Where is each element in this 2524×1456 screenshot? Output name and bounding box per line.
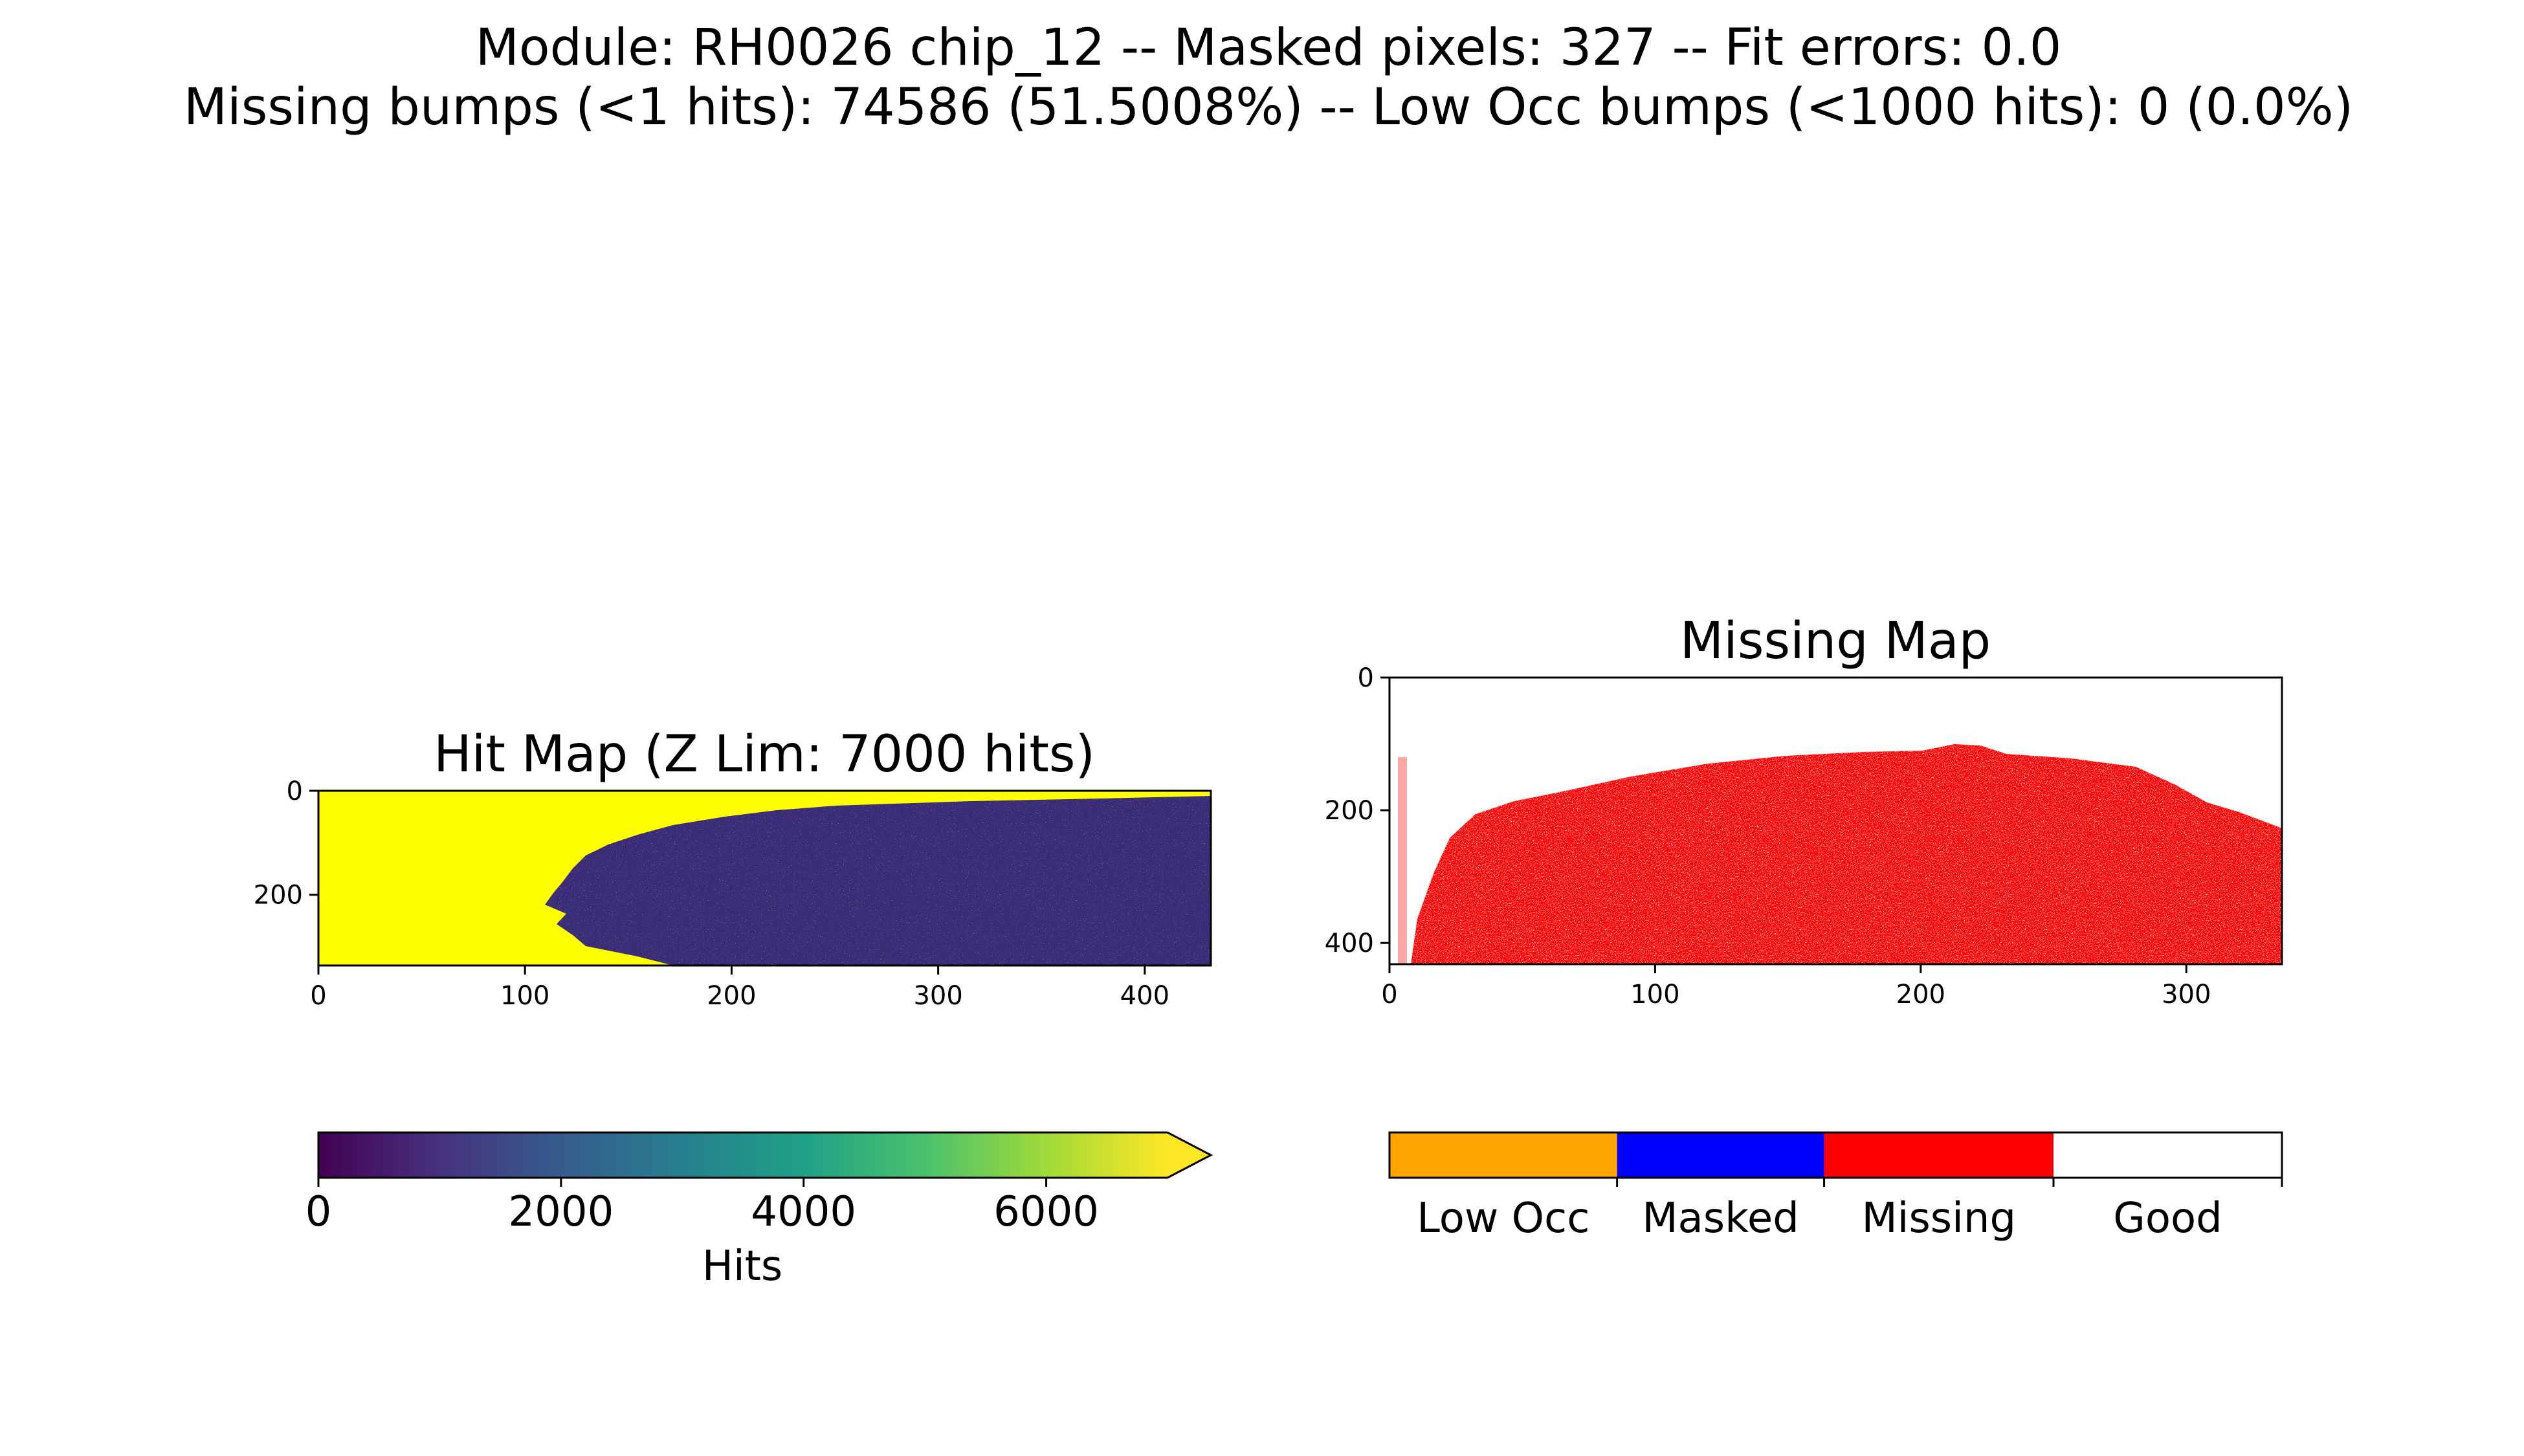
colorbar-tick-label: 6000	[993, 1188, 1099, 1236]
missingmap-y-axis: 0 200 400	[1325, 663, 1389, 958]
missingmap-xtick-label: 300	[2162, 980, 2211, 1009]
missingmap-title: Missing Map	[1680, 612, 1991, 670]
missingmap-colorbar: Low Occ Masked Missing Good	[1389, 1132, 2283, 1242]
colorbar-tick-label: 2000	[508, 1188, 614, 1236]
category-swatch	[2053, 1132, 2282, 1178]
hitmap-colorbar	[318, 1132, 1168, 1178]
missingmap-ytick-label: 400	[1325, 929, 1374, 958]
missingmap-colorbar-outline	[1388, 1131, 2283, 1179]
category-label: Good	[2113, 1195, 2222, 1242]
category-swatch	[1389, 1132, 1617, 1178]
hitmap-frame	[317, 789, 1212, 967]
category-swatch	[1617, 1132, 1824, 1178]
hitmap-xtick-label: 100	[500, 981, 549, 1011]
missingmap-x-axis: 0 100 200 300	[1381, 964, 2211, 1009]
colorbar-tick-label: 4000	[751, 1188, 856, 1236]
missingmap-image	[1389, 678, 2282, 964]
missingmap-xtick-label: 100	[1630, 980, 1679, 1009]
hitmap-colorbar-label: Hits	[702, 1242, 782, 1290]
category-label: Low Occ	[1417, 1195, 1589, 1242]
category-swatch	[1824, 1132, 2054, 1178]
missingmap-xtick-label: 200	[1896, 980, 1945, 1009]
hitmap-x-axis: 0 100 200 300 400	[310, 965, 1169, 1011]
hitmap-ytick-label: 0	[287, 777, 303, 806]
missingmap-ytick-label: 0	[1358, 663, 1374, 693]
hitmap-ytick-label: 200	[254, 881, 303, 910]
hitmap-xtick-label: 0	[310, 981, 326, 1011]
hitmap-xtick-label: 400	[1120, 981, 1169, 1011]
colorbar-tick-label: 0	[305, 1188, 332, 1236]
missingmap-good-speckle	[1411, 744, 2282, 964]
hitmap-y-axis: 0 200	[254, 777, 318, 910]
hitmap-noise	[545, 796, 1211, 965]
suptitle-line1: Module: RH0026 chip_12 -- Masked pixels:…	[476, 19, 2062, 77]
missingmap-left-strip	[1398, 757, 1407, 964]
hitmap-xtick-label: 200	[707, 981, 756, 1011]
missingmap-ytick-label: 200	[1325, 796, 1374, 826]
hitmap-colorbar-extend-arrow	[1168, 1132, 1211, 1178]
category-label: Masked	[1642, 1195, 1799, 1242]
hitmap-colorbar-outline	[317, 1131, 1213, 1179]
hitmap-image	[318, 791, 1211, 965]
category-label: Missing	[1861, 1195, 2016, 1242]
missingmap-xtick-label: 0	[1381, 980, 1397, 1009]
suptitle-line2: Missing bumps (<1 hits): 74586 (51.5008%…	[184, 78, 2353, 137]
missingmap-frame	[1388, 676, 2283, 965]
hitmap-xtick-label: 300	[913, 981, 962, 1011]
hitmap-colorbar-ticks: 0 2000 4000 6000	[305, 1178, 1099, 1236]
hitmap-title: Hit Map (Z Lim: 7000 hits)	[434, 725, 1095, 784]
